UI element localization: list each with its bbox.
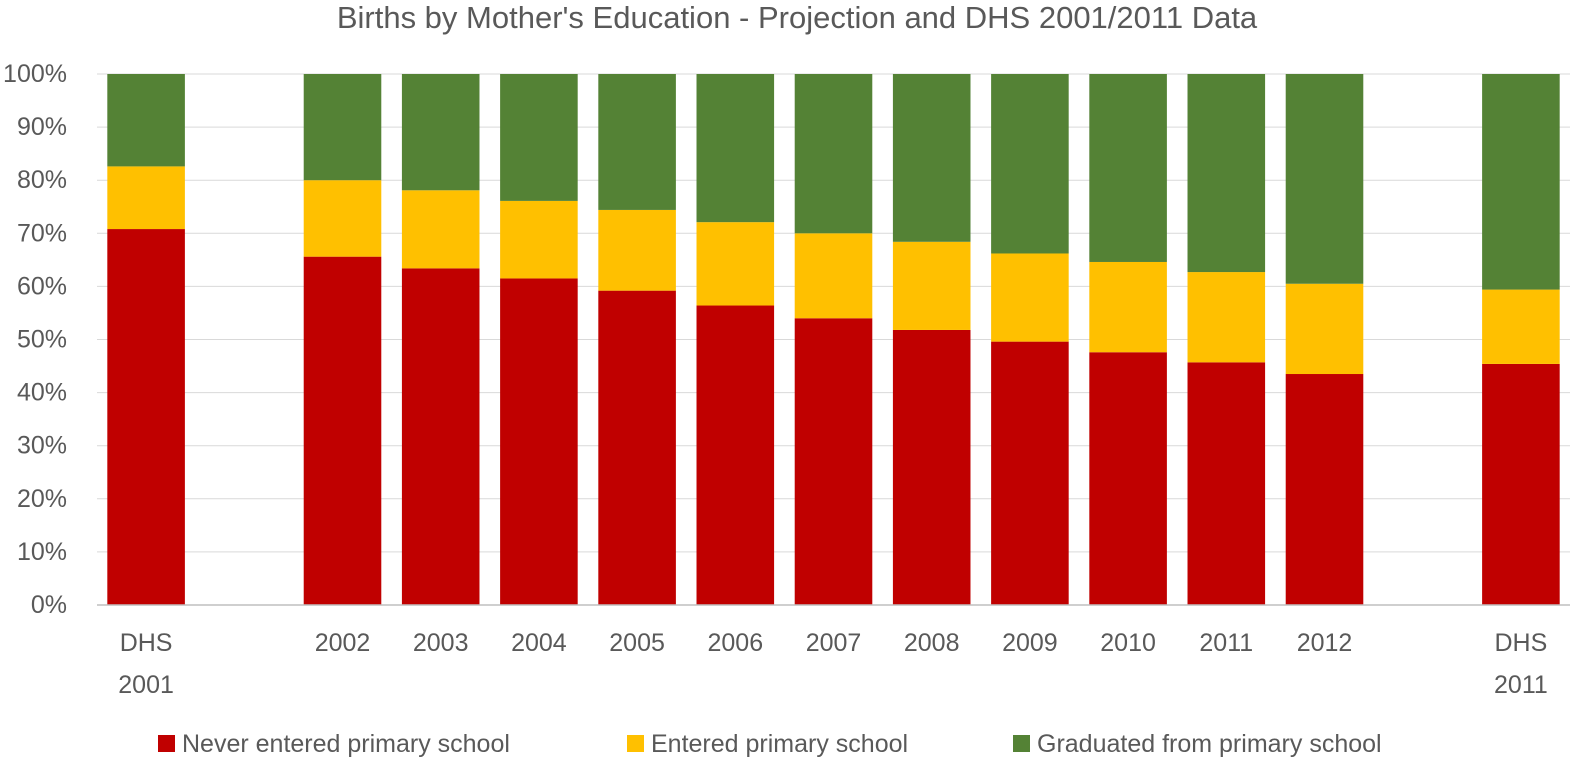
bar-segment-series-3 xyxy=(303,74,382,181)
bar-segment-series-2 xyxy=(598,209,676,291)
y-tick-label: 100% xyxy=(3,60,67,88)
bar-segment-series-3 xyxy=(991,74,1069,254)
bar-segment-series-1 xyxy=(794,318,873,605)
legend-label: Never entered primary school xyxy=(182,730,510,758)
y-tick-label: 80% xyxy=(17,166,67,194)
legend-swatch xyxy=(1013,735,1030,752)
bar-segment-series-2 xyxy=(1089,261,1167,353)
bar-segment-series-2 xyxy=(696,222,775,306)
bar-segment-series-3 xyxy=(892,74,971,242)
bar-segment-series-2 xyxy=(794,233,873,319)
bar-segment-series-2 xyxy=(1285,283,1364,375)
bar-segment-series-3 xyxy=(500,74,578,201)
bar-segment-series-3 xyxy=(598,74,676,210)
x-tick-label: 2009 xyxy=(1002,629,1058,657)
bar-segment-series-2 xyxy=(500,200,578,279)
y-tick-label: 40% xyxy=(17,379,67,407)
x-tick-label: DHS xyxy=(120,629,173,657)
legend-label: Entered primary school xyxy=(651,730,908,758)
bar-segment-series-3 xyxy=(107,74,185,167)
x-tick-label: 2011 xyxy=(1199,629,1253,657)
y-tick-label: 90% xyxy=(17,113,67,141)
bar-segment-series-2 xyxy=(1482,289,1560,364)
bar-segment-series-3 xyxy=(696,74,775,223)
bar-segment-series-1 xyxy=(1089,352,1167,605)
bar-segment-series-1 xyxy=(892,329,971,605)
bar-segment-series-1 xyxy=(598,290,676,605)
bar-segment-series-3 xyxy=(1285,74,1364,284)
bars xyxy=(107,74,1560,606)
bar-segment-series-2 xyxy=(892,241,971,330)
bar-segment-series-2 xyxy=(1187,272,1266,363)
legend-swatch xyxy=(158,735,175,752)
y-tick-label: 30% xyxy=(17,432,67,460)
bar-segment-series-1 xyxy=(401,268,480,605)
bar-segment-series-1 xyxy=(1285,374,1364,605)
x-tick-label: 2003 xyxy=(413,629,469,657)
x-tick-label: 2002 xyxy=(315,629,371,657)
bar-segment-series-1 xyxy=(1187,362,1266,605)
y-tick-label: 70% xyxy=(17,219,67,247)
legend-swatch xyxy=(627,735,644,752)
bar-segment-series-2 xyxy=(401,190,480,269)
bar-segment-series-1 xyxy=(500,278,578,605)
bar-segment-series-1 xyxy=(303,256,382,605)
y-tick-label: 20% xyxy=(17,485,67,513)
y-tick-label: 10% xyxy=(17,538,67,566)
x-tick-label: 2011 xyxy=(1494,671,1548,699)
bar-segment-series-3 xyxy=(1089,74,1167,262)
x-tick-label: DHS xyxy=(1495,629,1548,657)
legend: Never entered primary school Entered prim… xyxy=(158,730,1382,758)
x-tick-label: 2006 xyxy=(707,629,763,657)
x-tick-label: 2004 xyxy=(511,629,567,657)
bar-segment-series-3 xyxy=(401,74,480,191)
x-tick-label: 2007 xyxy=(806,629,862,657)
x-tick-label: 2010 xyxy=(1100,629,1156,657)
bar-segment-series-1 xyxy=(107,229,185,606)
bar-segment-series-2 xyxy=(303,180,382,257)
bar-segment-series-1 xyxy=(991,341,1069,605)
bar-segment-series-2 xyxy=(991,253,1069,342)
bar-segment-series-3 xyxy=(1482,74,1560,290)
x-tick-label: 2012 xyxy=(1297,629,1353,657)
bar-segment-series-3 xyxy=(794,74,873,234)
legend-label: Graduated from primary school xyxy=(1037,730,1382,758)
x-tick-label: 2008 xyxy=(904,629,960,657)
chart-title: Births by Mother's Education - Projectio… xyxy=(337,0,1258,35)
y-tick-label: 0% xyxy=(31,591,67,619)
x-axis-ticks: DHS 2001 2002 2003 2004 2005 2006 2007 2008 2009 2… xyxy=(118,629,1547,699)
bar-segment-series-1 xyxy=(1482,363,1560,605)
bar-segment-series-2 xyxy=(107,166,185,230)
x-tick-label: 2005 xyxy=(609,629,665,657)
x-tick-label: 2001 xyxy=(118,671,174,699)
y-tick-label: 50% xyxy=(17,326,67,354)
y-axis-ticks: 0% 10% 20% 30% 40% 50% 60% 70% 80% 90% 100% xyxy=(3,60,67,619)
bar-segment-series-1 xyxy=(696,305,775,605)
bar-segment-series-3 xyxy=(1187,74,1266,273)
y-tick-label: 60% xyxy=(17,272,67,300)
